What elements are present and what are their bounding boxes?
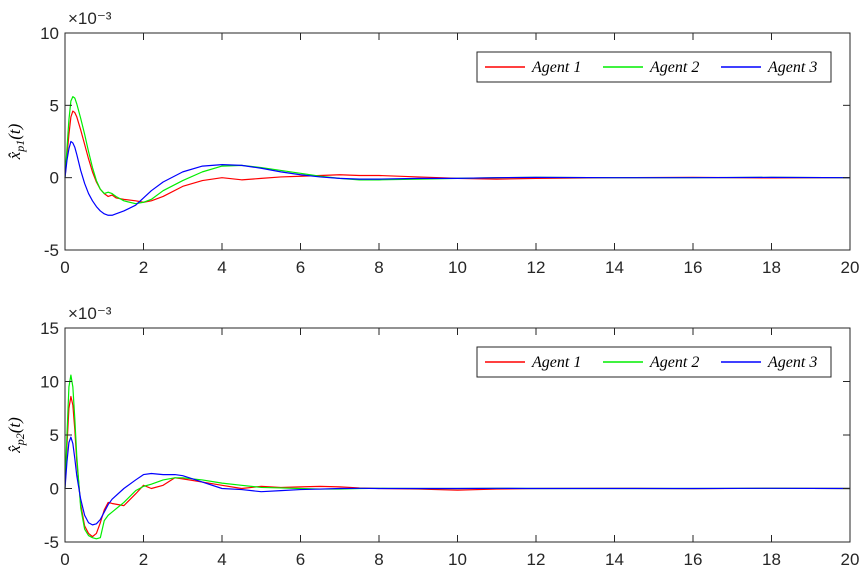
- legend: Agent 1 Agent 2 Agent 3: [476, 51, 832, 83]
- y-tick-label: 15: [40, 319, 59, 338]
- legend-box: [476, 51, 832, 83]
- x-tick-label: 2: [139, 258, 148, 277]
- x-tick-label: 6: [296, 550, 305, 569]
- chart-panel-2: 0 2 4 6 8 10 12 14 16 18 20-5051015×10⁻³x̂p2(t)Age…: [5, 304, 859, 569]
- x-tick-label: 10: [448, 550, 467, 569]
- y-axis-label: x̂p2(t): [5, 417, 27, 454]
- x-tick-label: 14: [605, 550, 624, 569]
- legend-label-2: Agent 2: [649, 59, 699, 76]
- x-tick-label: 20: [841, 550, 860, 569]
- x-tick-label: 12: [527, 258, 546, 277]
- legend-box: [476, 346, 832, 378]
- y-tick-label: 5: [50, 426, 59, 445]
- y-axis-label: x̂p1(t): [5, 123, 27, 160]
- y-tick-label: 10: [40, 373, 59, 392]
- x-tick-label: 8: [374, 550, 383, 569]
- y-tick-label: 5: [50, 96, 59, 115]
- legend-label-2: Agent 2: [649, 354, 699, 371]
- x-tick-label: 16: [684, 550, 703, 569]
- x-tick-label: 18: [762, 258, 781, 277]
- x-tick-label: 4: [217, 258, 226, 277]
- x-tick-label: 18: [762, 550, 781, 569]
- x-tick-label: 0: [60, 550, 69, 569]
- y-tick-label: 0: [50, 480, 59, 499]
- x-tick-label: 8: [374, 258, 383, 277]
- legend-label-3: Agent 3: [767, 59, 817, 76]
- chart-panel-1: 0 2 4 6 8 10 12 14 16 18 20-50510×10⁻³x̂p1(t)Agent…: [5, 9, 859, 277]
- x-tick-label: 2: [139, 550, 148, 569]
- y-tick-label: 0: [50, 169, 59, 188]
- x-tick-label: 16: [684, 258, 703, 277]
- x-tick-label: 4: [217, 550, 226, 569]
- exponent-label: ×10⁻³: [68, 304, 112, 323]
- x-tick-label: 14: [605, 258, 624, 277]
- y-tick-label: -5: [44, 533, 59, 552]
- legend-label-3: Agent 3: [767, 354, 817, 371]
- x-tick-label: 20: [841, 258, 860, 277]
- x-tick-label: 10: [448, 258, 467, 277]
- x-tick-label: 6: [296, 258, 305, 277]
- x-tick-label: 12: [527, 550, 546, 569]
- legend-label-1: Agent 1: [531, 354, 581, 371]
- series-line-1-1: [64, 110, 851, 203]
- x-tick-label: 0: [60, 258, 69, 277]
- y-tick-label: -5: [44, 241, 59, 260]
- legend-label-1: Agent 1: [531, 59, 581, 76]
- legend: Agent 1 Agent 2 Agent 3: [476, 346, 832, 378]
- series-line-1-3: [64, 140, 851, 216]
- exponent-label: ×10⁻³: [68, 9, 112, 28]
- series-line-2-3: [64, 436, 851, 526]
- y-tick-label: 10: [40, 24, 59, 43]
